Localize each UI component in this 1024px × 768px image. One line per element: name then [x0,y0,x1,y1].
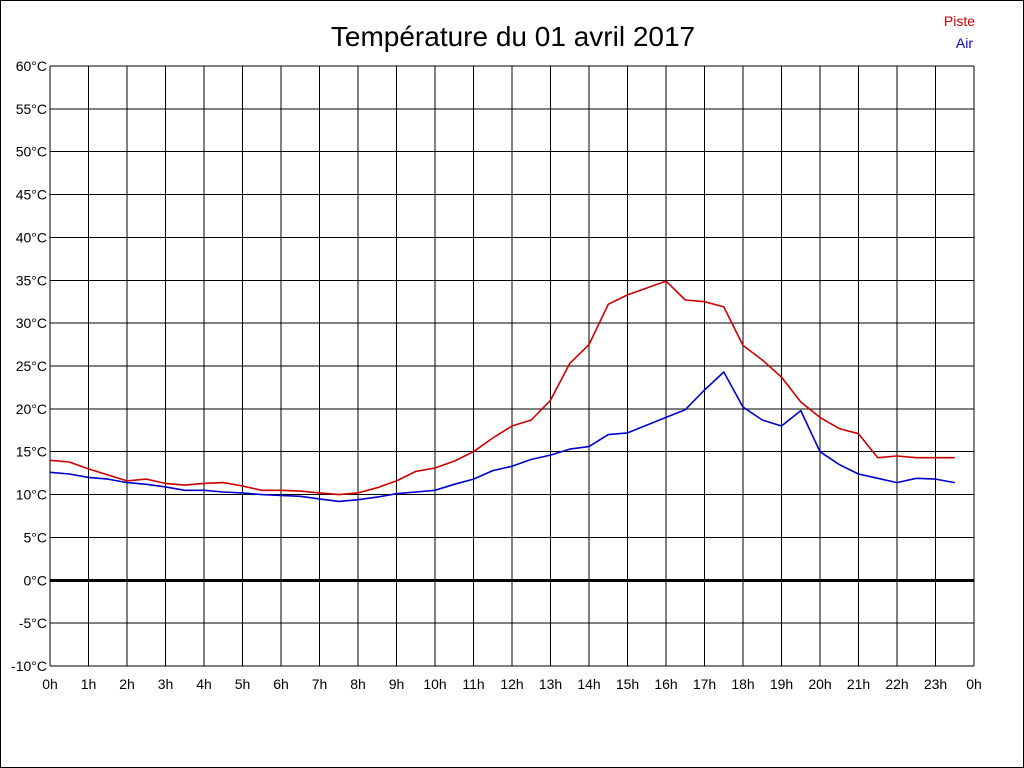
x-tick-label: 16h [654,676,677,692]
x-tick-label: 10h [423,676,446,692]
x-tick-label: 12h [500,676,523,692]
x-tick-label: 13h [539,676,562,692]
x-tick-label: 1h [81,676,97,692]
x-tick-label: 18h [731,676,754,692]
x-tick-label: 8h [350,676,366,692]
y-axis-ticks: 60°C 55°C 50°C 45°C 40°C 35°C 30°C 25°C 20°C 15°C… [11,58,47,674]
y-tick-label: 20°C [16,401,47,417]
x-tick-label: 5h [235,676,251,692]
x-tick-label: 15h [616,676,639,692]
y-tick-label: 40°C [16,229,47,245]
legend-air: Air [956,35,973,51]
y-tick-label: 30°C [16,315,47,331]
x-tick-label: 2h [119,676,135,692]
x-tick-label: 20h [808,676,831,692]
x-tick-label: 11h [462,676,484,692]
y-tick-label: 5°C [24,529,48,545]
x-tick-label: 14h [577,676,600,692]
series-group [49,280,955,503]
y-tick-label: 15°C [16,444,47,460]
y-tick-label: -10°C [11,658,47,674]
y-tick-label: 35°C [16,272,47,288]
legend-piste: Piste [944,13,975,29]
y-tick-label: 25°C [16,358,47,374]
x-tick-label: 21h [847,676,870,692]
series-line-air [49,371,955,503]
x-tick-label: 0h [966,676,982,692]
x-tick-label: 0h [42,676,58,692]
y-tick-label: 45°C [16,187,47,203]
x-tick-label: 6h [273,676,289,692]
y-tick-label: -5°C [19,615,47,631]
x-tick-label: 9h [389,676,405,692]
x-tick-label: 23h [924,676,947,692]
y-tick-label: 55°C [16,101,47,117]
x-tick-label: 7h [312,676,328,692]
x-tick-label: 22h [885,676,908,692]
x-axis-ticks: 0h 1h 2h 3h 4h 5h 6h 7h 8h 9h 10h 11h 12h 13h 14h 15h 16… [42,676,982,692]
x-tick-label: 19h [770,676,793,692]
x-tick-label: 4h [196,676,212,692]
y-tick-label: 60°C [16,58,47,74]
grid [49,65,975,667]
y-tick-label: 50°C [16,144,47,160]
x-tick-label: 17h [693,676,716,692]
y-tick-label: 0°C [24,572,48,588]
series-line-piste [49,280,955,496]
y-tick-label: 10°C [16,487,47,503]
x-tick-label: 3h [158,676,174,692]
chart-title: Température du 01 avril 2017 [331,21,695,52]
